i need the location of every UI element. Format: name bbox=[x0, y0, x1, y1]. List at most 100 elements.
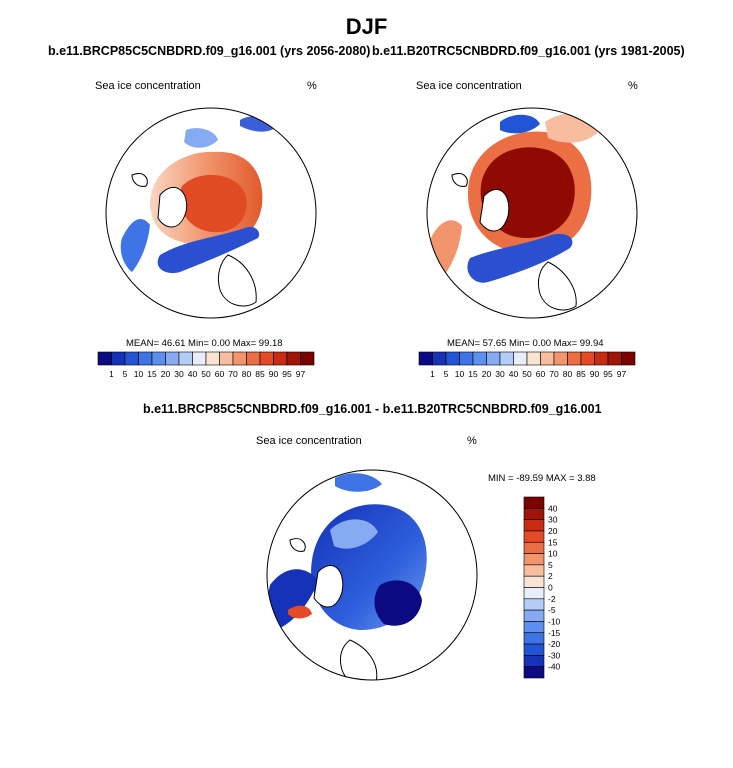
colorbar-tick-label: 85 bbox=[576, 369, 586, 379]
colorbar-swatch bbox=[138, 351, 153, 366]
colorbar-swatch bbox=[418, 351, 433, 366]
colorbar-tick-label: 70 bbox=[549, 369, 559, 379]
colorbar-tick-label: 2 bbox=[548, 571, 553, 581]
colorbar-swatch bbox=[523, 575, 545, 588]
colorbar-tick-label: 50 bbox=[201, 369, 211, 379]
colorbar-swatch bbox=[300, 351, 315, 366]
colorbar-tick-label: 97 bbox=[617, 369, 627, 379]
colorbar-swatch bbox=[246, 351, 261, 366]
panel-1-land-b bbox=[217, 254, 257, 307]
panel-3-variable-label: Sea ice concentration bbox=[256, 435, 362, 447]
panel-2-units-label: % bbox=[628, 80, 638, 92]
colorbar-swatch bbox=[472, 351, 487, 366]
colorbar-tick-label: 40 bbox=[548, 503, 558, 513]
colorbar-tick-label: 30 bbox=[495, 369, 505, 379]
colorbar-swatch bbox=[486, 351, 501, 366]
panel-2-map-border bbox=[426, 107, 638, 319]
panel-3-positive-change bbox=[288, 605, 312, 619]
colorbar-swatch bbox=[523, 508, 545, 520]
colorbar-swatch bbox=[205, 351, 220, 366]
colorbar-swatch bbox=[259, 351, 274, 366]
panel-1-chukchi-ice bbox=[184, 128, 218, 148]
colorbar-swatch bbox=[232, 351, 247, 366]
colorbar-swatch bbox=[567, 351, 582, 366]
colorbar-tick-label: -10 bbox=[548, 616, 561, 626]
panel-2-land-c bbox=[451, 173, 468, 187]
colorbar-tick-label: -30 bbox=[548, 650, 561, 660]
colorbar-swatch bbox=[523, 496, 545, 509]
colorbar-swatch bbox=[273, 351, 288, 366]
colorbar-tick-label: 70 bbox=[228, 369, 238, 379]
colorbar-swatch bbox=[192, 351, 207, 366]
colorbar-tick-label: 10 bbox=[134, 369, 144, 379]
colorbar-swatch bbox=[523, 655, 545, 667]
colorbar-swatch bbox=[499, 351, 514, 366]
colorbar-swatch bbox=[111, 351, 126, 366]
panel-2-map bbox=[427, 108, 637, 318]
colorbar-tick-label: 40 bbox=[509, 369, 519, 379]
panel-3-title: b.e11.BRCP85C5CNBDRD.f09_g16.001 - b.e11… bbox=[143, 402, 602, 416]
colorbar-swatch bbox=[513, 351, 528, 366]
panel-3-stats: MIN = -89.59 MAX = 3.88 bbox=[488, 473, 596, 484]
colorbar-swatch bbox=[523, 643, 545, 656]
colorbar-swatch bbox=[523, 519, 545, 532]
colorbar-tick-label: 60 bbox=[536, 369, 546, 379]
colorbar-swatch bbox=[523, 587, 545, 600]
colorbar-tick-label: 5 bbox=[444, 369, 449, 379]
colorbar-swatch bbox=[523, 553, 545, 566]
colorbar-tick-label: 1 bbox=[109, 369, 114, 379]
colorbar-tick-label: -40 bbox=[548, 662, 561, 672]
colorbar-swatch bbox=[523, 564, 545, 577]
colorbar-swatch bbox=[523, 632, 545, 645]
panel-1-thick-ice bbox=[179, 174, 247, 233]
colorbar-tick-label: 5 bbox=[548, 560, 553, 570]
panel-3-large-loss-a bbox=[268, 569, 318, 628]
colorbar-tick-label: 30 bbox=[548, 515, 558, 525]
colorbar-swatch bbox=[523, 666, 545, 679]
colorbar-tick-label: 95 bbox=[603, 369, 613, 379]
panel-3-map-border bbox=[266, 469, 478, 681]
colorbar-swatch bbox=[540, 351, 555, 366]
colorbar-tick-label: 50 bbox=[522, 369, 532, 379]
panel-1-title: b.e11.BRCP85C5CNBDRD.f09_g16.001 (yrs 20… bbox=[48, 44, 371, 58]
colorbar-tick-label: 1 bbox=[430, 369, 435, 379]
colorbar-swatch bbox=[178, 351, 193, 366]
colorbar-tick-label: 15 bbox=[147, 369, 157, 379]
panel-3-map bbox=[267, 470, 477, 680]
colorbar-tick-label: 90 bbox=[269, 369, 279, 379]
colorbar-swatch bbox=[523, 621, 545, 634]
panel-1-marginal-ice-a bbox=[157, 226, 260, 274]
colorbar-tick-label: 20 bbox=[161, 369, 171, 379]
panel-2-chukchi-ice bbox=[500, 114, 540, 134]
panel-1-map-border bbox=[105, 107, 317, 319]
panel-1-stats: MEAN= 46.61 Min= 0.00 Max= 99.18 bbox=[126, 338, 283, 349]
panel-1-land-c bbox=[131, 173, 148, 187]
colorbar-swatch bbox=[580, 351, 595, 366]
panel-3-units-label: % bbox=[467, 435, 477, 447]
panel-3-large-loss-b bbox=[374, 580, 422, 626]
panel-1-units-label: % bbox=[307, 80, 317, 92]
colorbar-swatch bbox=[523, 541, 545, 554]
page-title: DJF bbox=[345, 14, 388, 39]
colorbar-swatch bbox=[97, 351, 112, 366]
colorbar-tick-label: 90 bbox=[590, 369, 600, 379]
colorbar-tick-label: -2 bbox=[548, 594, 556, 604]
colorbar-tick-label: 40 bbox=[188, 369, 198, 379]
panel-3-land-a bbox=[313, 565, 344, 608]
colorbar-tick-label: 95 bbox=[282, 369, 292, 379]
panel-3-small-change bbox=[330, 519, 378, 549]
colorbar-swatch bbox=[523, 609, 545, 622]
colorbar-swatch bbox=[432, 351, 447, 366]
colorbar-tick-label: -20 bbox=[548, 639, 561, 649]
colorbar-tick-label: 10 bbox=[455, 369, 465, 379]
colorbar-tick-label: -15 bbox=[548, 628, 561, 638]
colorbar-tick-label: 5 bbox=[123, 369, 128, 379]
colorbar-swatch bbox=[151, 351, 166, 366]
colorbar-tick-label: 15 bbox=[468, 369, 478, 379]
panel-1-map bbox=[106, 108, 316, 318]
panel-2-land-b bbox=[537, 261, 577, 311]
colorbar-tick-label: 10 bbox=[548, 549, 558, 559]
colorbar-swatch bbox=[621, 351, 636, 366]
